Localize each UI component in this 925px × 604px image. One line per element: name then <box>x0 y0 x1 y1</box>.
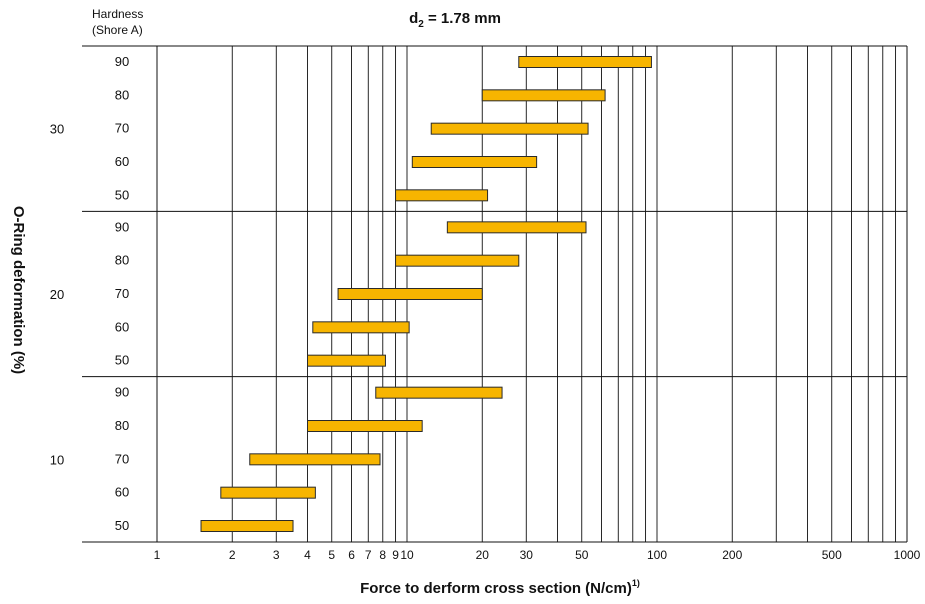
hardness-label: 70 <box>115 286 129 301</box>
x-axis-label: Force to derform cross section (N/cm)1) <box>360 578 640 597</box>
range-bar <box>395 189 489 202</box>
hardness-label: 80 <box>115 418 129 433</box>
x-tick-label: 4 <box>304 548 311 562</box>
x-tick-label: 30 <box>520 548 534 562</box>
hardness-header-line1: Hardness <box>92 7 143 21</box>
range-bar <box>430 122 589 135</box>
hardness-label: 90 <box>115 219 129 234</box>
y-axis-label: O-Ring deformation (%) <box>10 206 27 374</box>
x-tick-label: 1 <box>154 548 161 562</box>
x-axis-label-text: Force to derform cross section (N/cm) <box>360 580 632 597</box>
chart-title-main: d <box>409 10 418 27</box>
deformation-label: 10 <box>50 452 64 467</box>
grid-layer <box>82 45 908 543</box>
hardness-label: 70 <box>115 451 129 466</box>
hardness-label: 60 <box>115 485 129 500</box>
deformation-label: 30 <box>50 122 64 137</box>
hardness-label: 50 <box>115 518 129 533</box>
hardness-label: 80 <box>115 87 129 102</box>
hardness-header-line2: (Shore A) <box>92 23 143 37</box>
range-bar <box>411 156 538 168</box>
range-bar <box>337 288 483 300</box>
range-bar <box>200 520 294 532</box>
chart-title-sub: 2 <box>418 19 424 30</box>
x-tick-label: 3 <box>273 548 280 562</box>
range-bar <box>312 321 410 334</box>
x-tick-label: 20 <box>476 548 490 562</box>
label-layer: Hardness (Shore A) d2 = 1.78 mm O-Ring d… <box>10 7 921 597</box>
x-tick-label: 1000 <box>894 548 921 562</box>
hardness-label: 70 <box>115 121 129 136</box>
x-tick-label: 100 <box>647 548 667 562</box>
range-bar <box>481 89 606 102</box>
range-bar <box>518 56 652 68</box>
hardness-label: 80 <box>115 253 129 268</box>
chart-title-rest: = 1.78 mm <box>424 10 501 27</box>
bar-layer <box>200 56 652 532</box>
x-tick-label: 6 <box>348 548 355 562</box>
x-tick-label: 8 <box>379 548 386 562</box>
range-bar <box>375 386 503 399</box>
range-bar <box>446 221 587 234</box>
x-tick-label: 5 <box>328 548 335 562</box>
deformation-label: 20 <box>50 287 64 302</box>
hardness-label: 90 <box>115 54 129 69</box>
range-bar <box>395 254 520 267</box>
x-tick-label: 7 <box>365 548 372 562</box>
x-tick-label: 10 <box>400 548 414 562</box>
hardness-label: 50 <box>115 187 129 202</box>
hardness-label: 60 <box>115 154 129 169</box>
x-tick-label: 50 <box>575 548 589 562</box>
range-bar <box>307 354 386 367</box>
x-tick-label: 9 <box>392 548 399 562</box>
x-tick-label: 2 <box>229 548 236 562</box>
range-bar <box>307 420 423 432</box>
range-bar <box>249 453 381 466</box>
hardness-label: 60 <box>115 319 129 334</box>
range-bar <box>220 486 316 499</box>
hardness-label: 90 <box>115 385 129 400</box>
hardness-label: 50 <box>115 353 129 368</box>
chart-title: d2 = 1.78 mm <box>409 10 501 30</box>
x-axis-label-sup: 1) <box>632 578 640 588</box>
x-tick-label: 500 <box>822 548 842 562</box>
x-tick-label: 200 <box>722 548 742 562</box>
